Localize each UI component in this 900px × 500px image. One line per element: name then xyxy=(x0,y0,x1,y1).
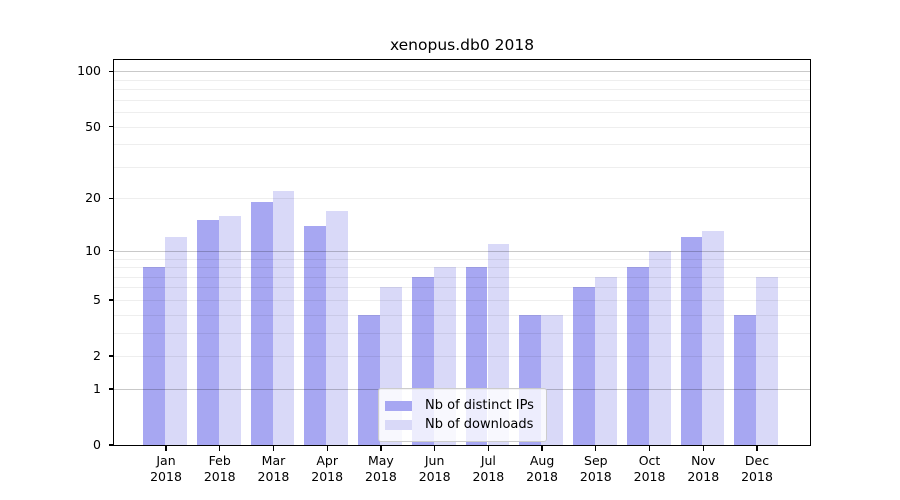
y-tick-mark-20 xyxy=(109,197,114,200)
x-tick-month: Oct xyxy=(638,453,661,468)
x-tick-month: Nov xyxy=(691,453,716,468)
bar-dec-downloads xyxy=(756,276,778,445)
y-tick-mark-1 xyxy=(109,388,114,390)
y-tick-label-50: 50 xyxy=(85,118,101,134)
legend-row-downloads: Nb of downloads xyxy=(385,415,534,434)
x-tick-month: Jul xyxy=(480,453,496,468)
y-tick-mark-5 xyxy=(109,299,114,301)
bar-mar-ips xyxy=(250,202,273,445)
x-tick-year: 2018 xyxy=(257,469,290,484)
x-tick-month: Jun xyxy=(424,453,445,468)
x-tick-year: 2018 xyxy=(687,469,720,484)
x-tick-mark-sep xyxy=(595,446,597,451)
x-tick-label-jul: Jul 2018 xyxy=(458,453,518,485)
x-tick-year: 2018 xyxy=(203,469,236,484)
x-tick-year: 2018 xyxy=(633,469,666,484)
x-tick-mark-jan xyxy=(165,446,167,451)
bar-dec-ips xyxy=(734,314,757,445)
x-tick-year: 2018 xyxy=(150,469,182,484)
x-tick-label-sep: Sep 2018 xyxy=(566,453,626,485)
x-tick-mark-dec xyxy=(756,446,758,451)
x-tick-month: Feb xyxy=(208,453,231,468)
x-tick-month: Mar xyxy=(261,453,286,468)
bar-jan-ips xyxy=(143,267,166,445)
chart-title: xenopus.db0 2018 xyxy=(389,36,535,54)
y-tick-label-1: 1 xyxy=(93,380,101,396)
legend-swatch-ips xyxy=(385,400,412,411)
bar-oct-ips xyxy=(626,267,649,445)
bar-sep-ips xyxy=(573,287,595,445)
x-tick-mark-feb xyxy=(219,446,221,451)
bar-nov-ips xyxy=(680,237,703,445)
bar-sep-downloads xyxy=(595,276,617,445)
x-tick-month: Aug xyxy=(529,453,555,468)
x-tick-month: May xyxy=(367,453,394,468)
y-tick-mark-10 xyxy=(109,250,114,252)
bar-feb-ips xyxy=(197,220,219,445)
x-tick-label-may: May 2018 xyxy=(351,453,411,485)
y-tick-mark-50 xyxy=(109,125,114,128)
x-tick-year: 2018 xyxy=(741,469,773,484)
bar-apr-downloads xyxy=(326,210,349,445)
x-tick-label-apr: Apr 2018 xyxy=(297,453,357,485)
x-tick-label-jun: Jun 2018 xyxy=(405,453,465,485)
x-tick-mark-nov xyxy=(702,446,704,451)
x-tick-year: 2018 xyxy=(526,469,558,484)
bar-feb-downloads xyxy=(218,215,241,445)
x-tick-label-jan: Jan 2018 xyxy=(136,453,196,485)
y-tick-label-20: 20 xyxy=(85,190,101,206)
legend-label-ips: Nb of distinct IPs xyxy=(425,398,534,413)
x-tick-label-nov: Nov 2018 xyxy=(673,453,733,485)
y-tick-label-0: 0 xyxy=(93,437,101,452)
bar-mar-downloads xyxy=(272,191,295,445)
x-tick-month: Apr xyxy=(316,453,338,468)
y-tick-mark-0 xyxy=(109,444,114,446)
y-tick-mark-100 xyxy=(109,70,114,72)
bar-jan-downloads xyxy=(165,237,187,445)
bar-apr-ips xyxy=(304,225,327,445)
x-tick-year: 2018 xyxy=(579,469,612,484)
y-tick-label-10: 10 xyxy=(85,242,101,258)
x-tick-year: 2018 xyxy=(365,469,397,484)
x-tick-label-oct: Oct 2018 xyxy=(620,453,680,485)
x-tick-month: Sep xyxy=(584,453,608,468)
bar-nov-downloads xyxy=(702,231,725,445)
x-tick-mark-jul xyxy=(487,446,489,451)
legend-label-downloads: Nb of downloads xyxy=(425,417,534,432)
x-tick-mark-oct xyxy=(648,446,651,451)
legend-swatch-downloads xyxy=(385,419,412,430)
x-tick-month: Jan xyxy=(156,453,176,468)
bar-oct-downloads xyxy=(648,250,671,445)
bar-may-ips xyxy=(358,314,380,445)
y-tick-label-2: 2 xyxy=(93,348,101,364)
y-tick-mark-2 xyxy=(109,355,114,357)
x-tick-mark-apr xyxy=(326,446,328,451)
x-tick-label-feb: Feb 2018 xyxy=(190,453,250,485)
x-tick-mark-mar xyxy=(272,446,275,451)
plot-area: Nb of distinct IPs Nb of downloads xyxy=(113,59,811,446)
x-tick-label-mar: Mar 2018 xyxy=(243,453,303,485)
x-tick-label-aug: Aug 2018 xyxy=(512,453,572,485)
x-tick-mark-jun xyxy=(433,446,436,451)
x-tick-year: 2018 xyxy=(472,469,505,484)
x-tick-year: 2018 xyxy=(418,469,451,484)
y-tick-label-100: 100 xyxy=(77,63,101,79)
x-tick-mark-may xyxy=(380,446,382,451)
x-tick-month: Dec xyxy=(744,453,770,468)
legend: Nb of distinct IPs Nb of downloads xyxy=(378,388,547,442)
x-tick-year: 2018 xyxy=(311,469,344,484)
legend-row-ips: Nb of distinct IPs xyxy=(385,396,534,415)
y-tick-label-5: 5 xyxy=(93,291,101,307)
x-tick-label-dec: Dec 2018 xyxy=(727,453,787,485)
x-tick-mark-aug xyxy=(541,446,543,451)
